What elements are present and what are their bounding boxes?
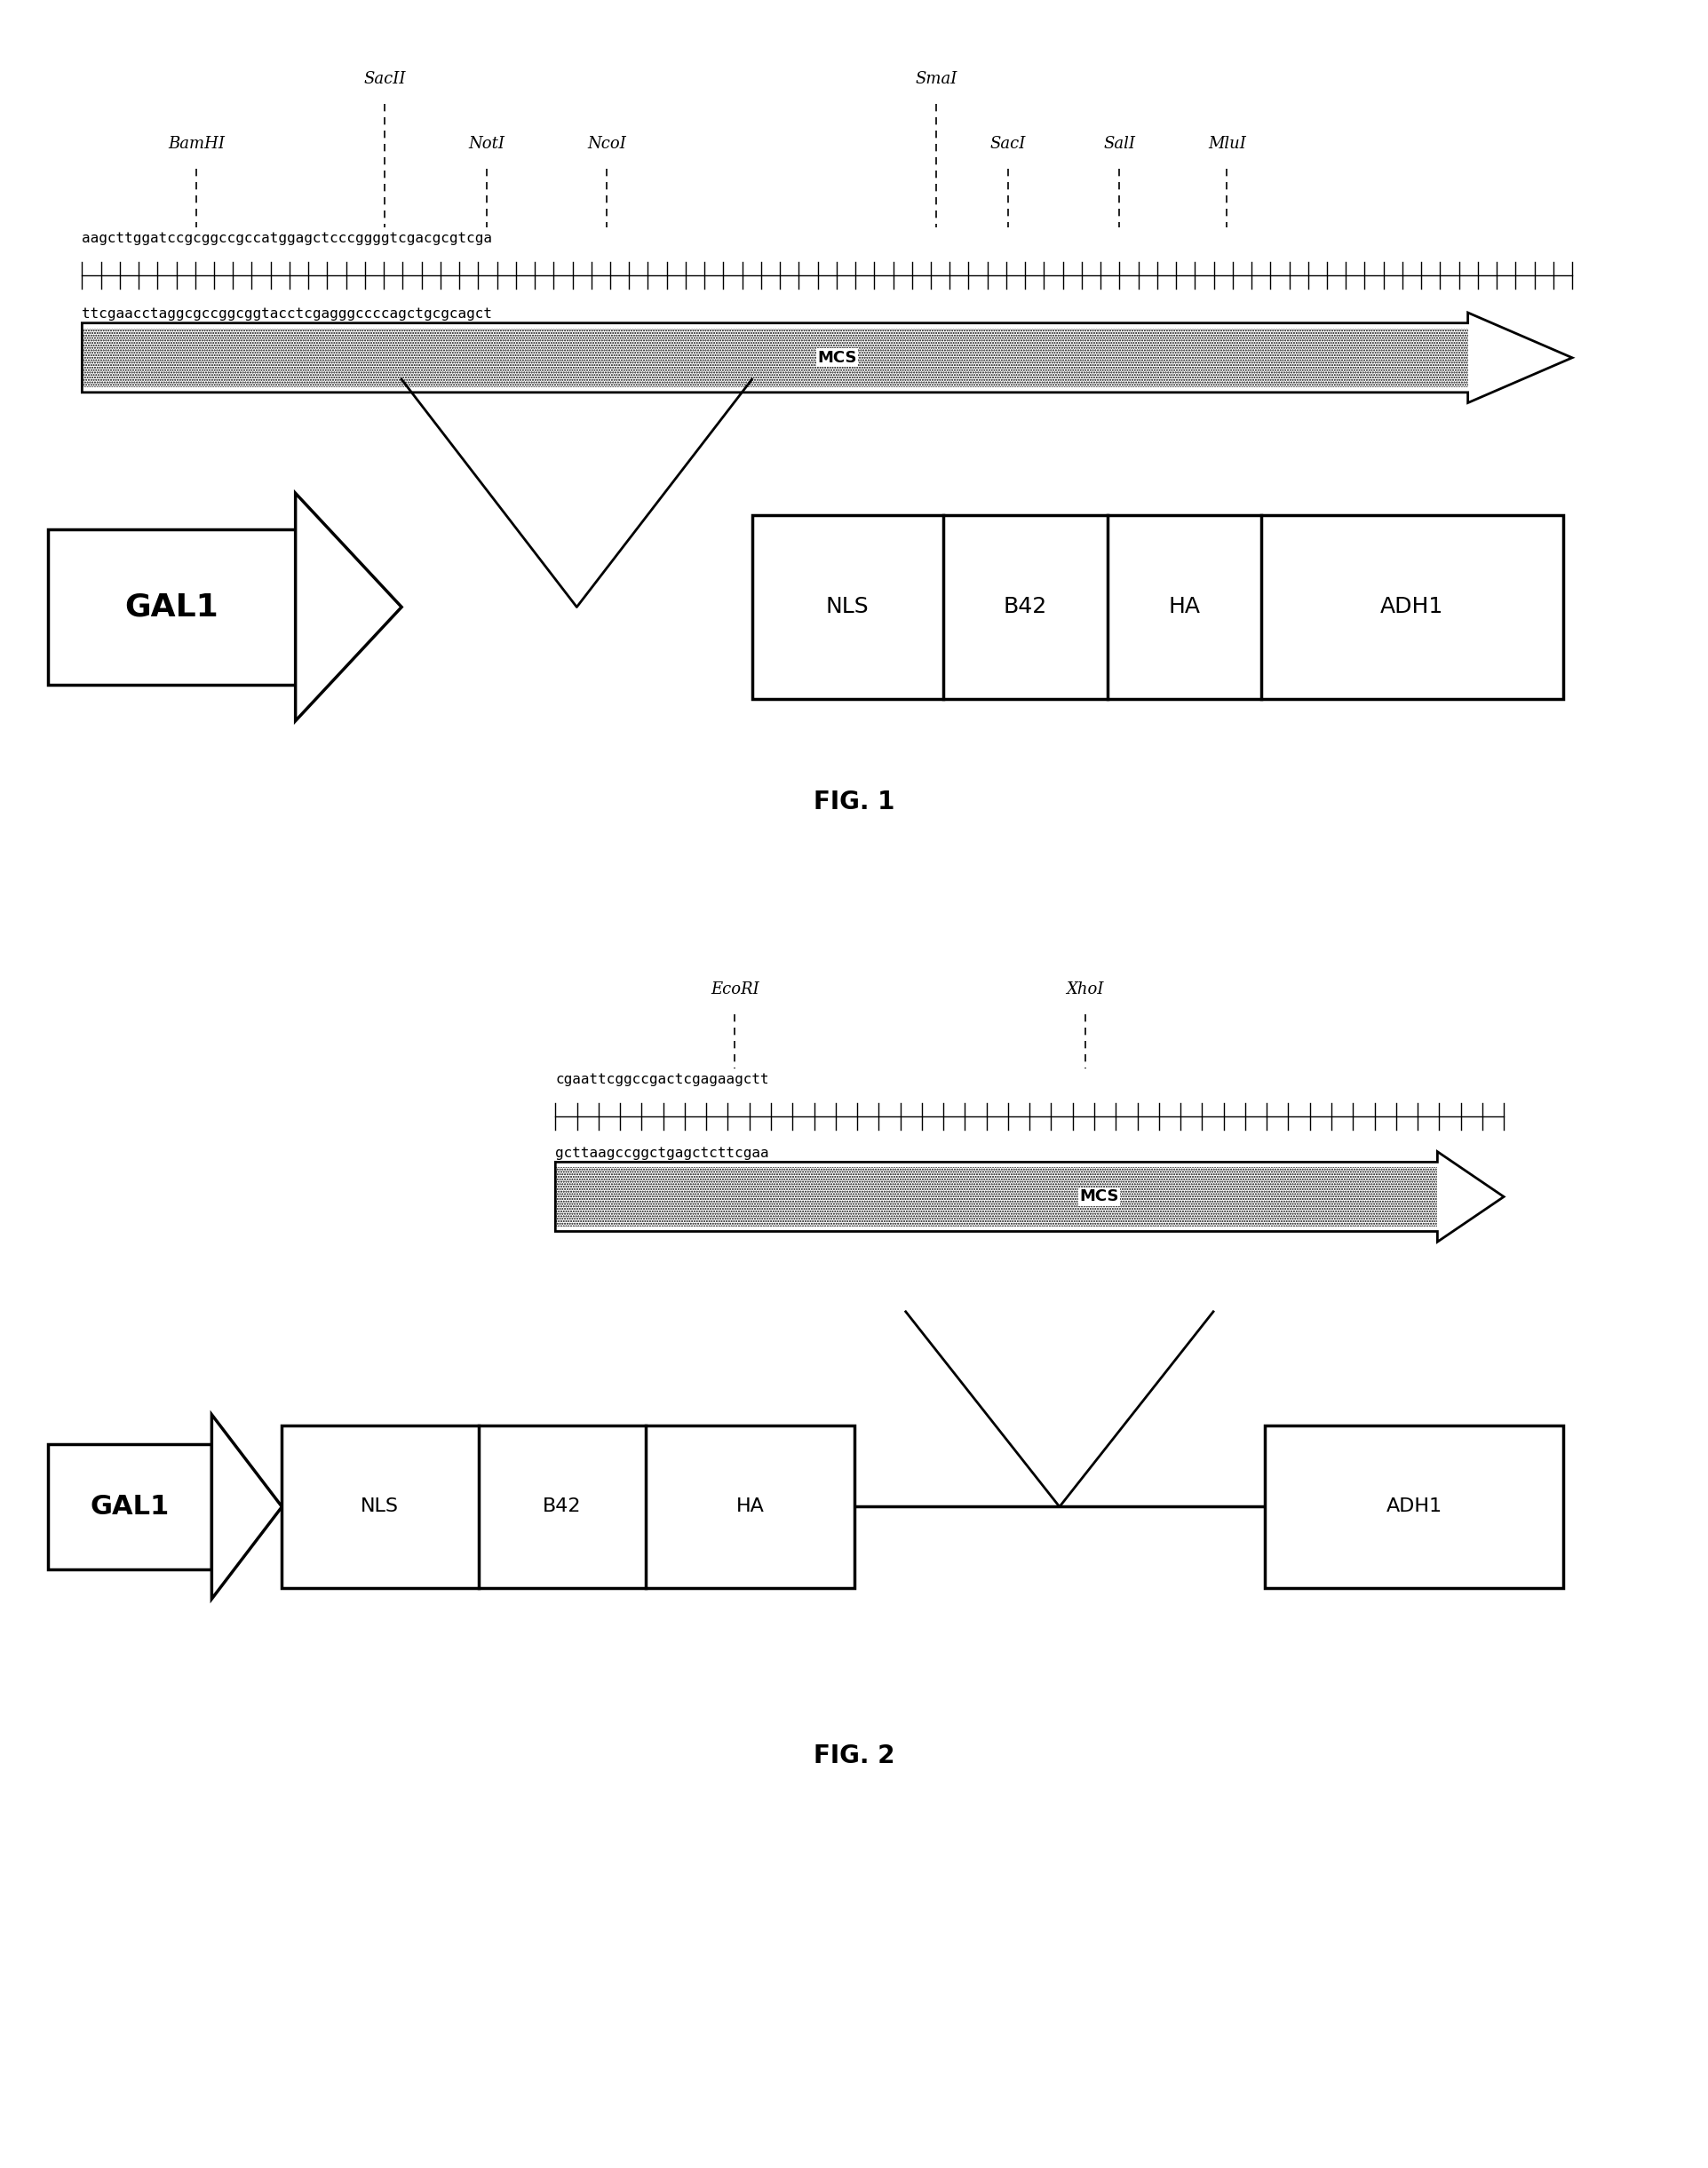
Text: SacI: SacI [991,137,1025,152]
Text: ADH1: ADH1 [1385,1498,1442,1515]
Text: NcoI: NcoI [588,137,625,152]
Bar [48,1444,212,1570]
Text: FIG. 2: FIG. 2 [813,1743,895,1769]
Bar [282,1427,854,1587]
Text: GAL1: GAL1 [91,1494,169,1520]
Bar [82,327,1467,388]
Text: SmaI: SmaI [915,72,956,87]
Bar [752,516,1563,698]
Text: SacII: SacII [364,72,405,87]
Bar [1264,1427,1563,1587]
Polygon shape [295,494,401,720]
Text: FIG. 1: FIG. 1 [813,789,895,815]
Text: NLS: NLS [825,596,869,618]
Text: HA: HA [736,1498,763,1515]
Text: cgaattcggccgactcgagaagctt: cgaattcggccgactcgagaagctt [555,1073,769,1086]
Text: EcoRI: EcoRI [711,982,758,997]
FancyArrow shape [82,312,1571,403]
Text: HA: HA [1168,596,1199,618]
Text: aagcttggatccgcggccgccatggagctcccggggtcgacgcgtcga: aagcttggatccgcggccgccatggagctcccggggtcga… [82,232,492,245]
Text: B42: B42 [543,1498,581,1515]
Text: XhoI: XhoI [1066,982,1103,997]
Bar [48,529,295,685]
Text: ttcgaacctaggcgccggcggtacctcgagggccccagctgcgcagct: ttcgaacctaggcgccggcggtacctcgagggccccagct… [82,308,492,321]
FancyArrow shape [555,1151,1503,1242]
Text: MCS: MCS [816,349,857,366]
Text: B42: B42 [1003,596,1047,618]
Text: NLS: NLS [360,1498,398,1515]
Text: SalI: SalI [1103,137,1134,152]
Text: gcttaagccggctgagctcttcgaa: gcttaagccggctgagctcttcgaa [555,1147,769,1160]
Text: GAL1: GAL1 [125,592,219,622]
Bar [555,1166,1436,1227]
Text: MluI: MluI [1208,137,1245,152]
Polygon shape [212,1416,282,1600]
Text: MCS: MCS [1079,1188,1119,1205]
Text: BamHI: BamHI [167,137,225,152]
Text: ADH1: ADH1 [1378,596,1443,618]
Text: NotI: NotI [468,137,506,152]
